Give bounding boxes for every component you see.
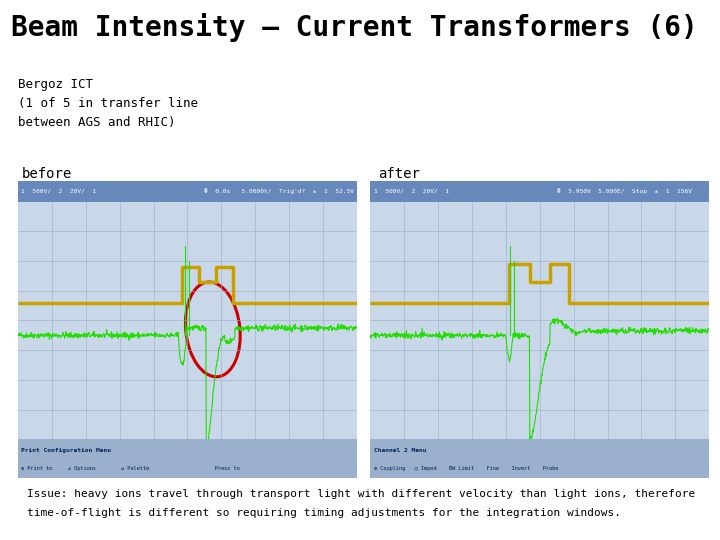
Text: 1  500V/  2  20V/  1: 1 500V/ 2 20V/ 1 [22,189,127,194]
Text: ⊕ Print to     ↺ Options        ↺ Palette                     Press to: ⊕ Print to ↺ Options ↺ Palette Press to [22,465,240,471]
Text: Bergoz ICT: Bergoz ICT [18,78,93,91]
Text: Φ  5.950V  5.000E/  Stop  ±  1  156V: Φ 5.950V 5.000E/ Stop ± 1 156V [557,188,692,194]
Text: Issue: heavy ions travel through transport light with different velocity than li: Issue: heavy ions travel through transpo… [0,489,696,499]
Text: Beam Intensity – Current Transformers (6): Beam Intensity – Current Transformers (6… [11,14,698,43]
Text: after: after [378,167,420,181]
Text: between AGS and RHIC): between AGS and RHIC) [18,116,176,129]
Text: Print Configuration Menu: Print Configuration Menu [22,448,112,454]
Text: Channel 2 Menu: Channel 2 Menu [374,448,426,454]
Text: ⊕ Coupling   ○ Imped    BW Limit    Fine    Invert    Probe: ⊕ Coupling ○ Imped BW Limit Fine Invert … [374,465,558,471]
Text: time-of-flight is different so requiring timing adjustments for the integration : time-of-flight is different so requiring… [0,508,621,518]
Text: Φ  0.0s   5.0000t/  Trig'd?  ±  1  52.5V: Φ 0.0s 5.0000t/ Trig'd? ± 1 52.5V [204,188,354,194]
Text: before: before [22,167,72,181]
Text: 1  500V/  2  20V/  1: 1 500V/ 2 20V/ 1 [374,189,479,194]
Text: (1 of 5 in transfer line: (1 of 5 in transfer line [18,97,198,110]
